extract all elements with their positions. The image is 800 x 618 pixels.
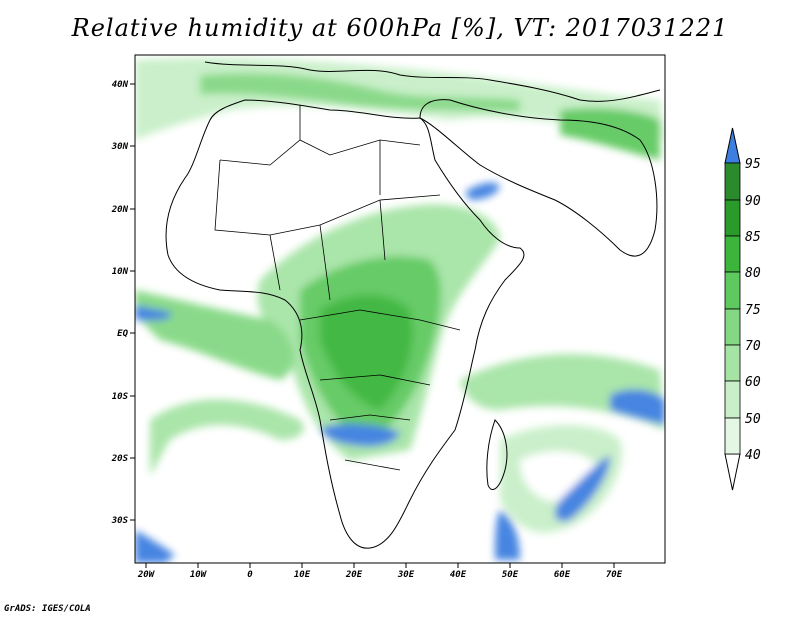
colorbar-segment-60-70 <box>724 344 741 382</box>
colorbar-label-90: 90 <box>745 194 761 209</box>
colorbar-overflow-arrow <box>724 127 741 164</box>
lat-tick-20S: 20S <box>111 454 135 464</box>
grads-credit: GrADS: IGES/COLA <box>4 604 91 614</box>
lat-tick-30N: 30N <box>111 142 135 152</box>
country-borders <box>214 105 461 471</box>
lon-label-70e: 70E <box>606 570 623 580</box>
colorbar-segment-70-75 <box>724 308 741 346</box>
colorbar-segment-75-80 <box>724 271 741 310</box>
lon-label-60e: 60E <box>554 570 571 580</box>
colorbar-segment-80-85 <box>724 235 741 273</box>
colorbar-underflow-arrow <box>724 453 741 491</box>
lon-label-10e: 10E <box>294 570 311 580</box>
lon-tick-40E: 40E <box>450 563 467 580</box>
lon-label-40e: 40E <box>450 570 467 580</box>
lon-tick-50E: 50E <box>502 563 519 580</box>
colorbar-label-85: 85 <box>745 230 761 245</box>
map-title: Relative humidity at 600hPa [%], VT: 201… <box>71 14 729 42</box>
colorbar-label-40: 40 <box>745 448 761 463</box>
map-frame <box>134 54 666 564</box>
lon-tick-30E: 30E <box>397 563 415 580</box>
lat-label-40n: 40N <box>112 80 129 90</box>
colorbar-label-95: 95 <box>745 157 761 172</box>
lat-axis: 40N 30N 20N 10N EQ 10S 20S 30S <box>111 80 135 526</box>
lon-tick-60E: 60E <box>554 563 571 580</box>
lon-tick-20W: 20W <box>137 563 156 580</box>
humidity-field <box>135 55 665 563</box>
lon-label-30e: 30E <box>397 570 415 580</box>
colorbar-label-60: 60 <box>745 375 761 390</box>
lon-tick-0: 0 <box>247 563 253 580</box>
coastlines <box>165 61 661 549</box>
lat-tick-20N: 20N <box>111 205 135 215</box>
colorbar-segment-90-95 <box>724 162 741 201</box>
colorbar-segment-40-50 <box>724 417 741 455</box>
lon-label-50e: 50E <box>502 570 519 580</box>
lat-label-10n: 10N <box>112 267 129 277</box>
colorbar-label-50: 50 <box>745 412 761 427</box>
lon-tick-10W: 10W <box>190 563 208 580</box>
colorbar-label-75: 75 <box>745 303 761 318</box>
lon-label-20e: 20E <box>345 570 363 580</box>
lat-tick-30S: 30S <box>111 516 135 526</box>
lat-tick-10S: 10S <box>112 392 135 402</box>
lon-label-10w: 10W <box>190 570 208 580</box>
lat-tick-eq: EQ <box>117 329 135 339</box>
colorbar-label-70: 70 <box>745 339 761 354</box>
lon-label-20w: 20W <box>137 570 156 580</box>
lat-label-10s: 10S <box>112 392 129 402</box>
lon-label-0: 0 <box>247 570 253 580</box>
lon-tick-10E: 10E <box>294 563 311 580</box>
lat-label-30n: 30N <box>111 142 129 152</box>
lon-tick-70E: 70E <box>606 563 623 580</box>
lat-label-eq: EQ <box>117 329 128 339</box>
lat-label-30s: 30S <box>111 516 129 526</box>
lat-tick-40N: 40N <box>112 80 135 90</box>
lat-label-20n: 20N <box>111 205 129 215</box>
colorbar-label-80: 80 <box>745 266 761 281</box>
colorbar: 95 90 85 80 75 70 60 50 40 <box>724 127 761 491</box>
lon-tick-20E: 20E <box>345 563 363 580</box>
lat-label-20s: 20S <box>111 454 129 464</box>
lon-axis: 20W 10W 0 10E 20E 30E 40E 50E 60E 70E <box>137 563 623 580</box>
colorbar-segment-50-60 <box>724 380 741 419</box>
colorbar-segment-85-90 <box>724 199 741 237</box>
lat-tick-10N: 10N <box>112 267 135 277</box>
